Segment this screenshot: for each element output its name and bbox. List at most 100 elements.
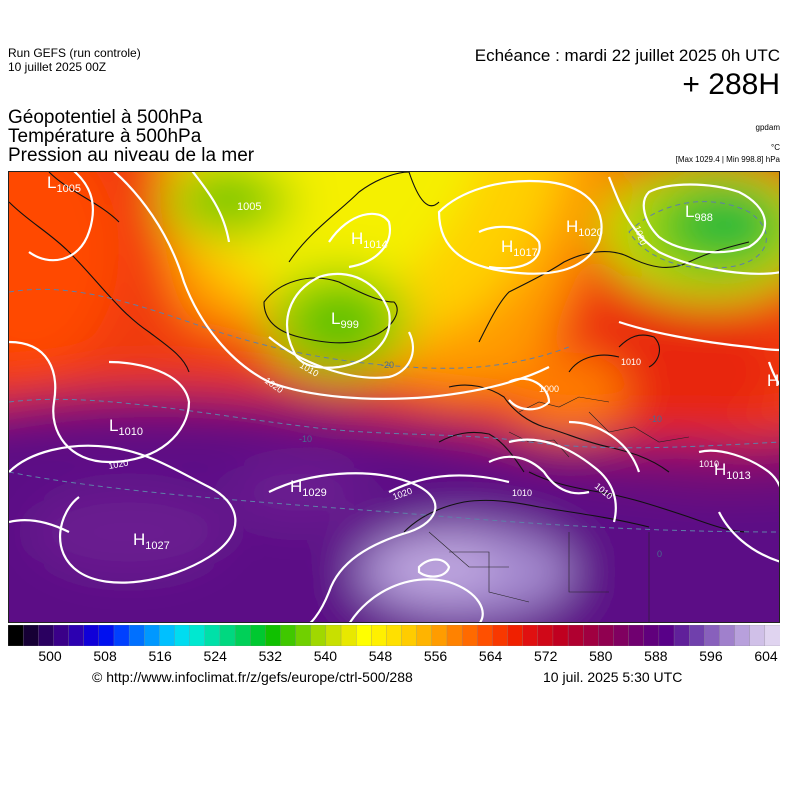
pressure-center-type: H — [133, 530, 145, 549]
isobar-label: 1010 — [512, 488, 532, 498]
color-scale-swatch — [83, 625, 100, 646]
pressure-center-label: H1020 — [566, 217, 603, 239]
isobar-label: 1000 — [539, 384, 559, 394]
color-scale-swatch — [492, 625, 508, 646]
color-scale-swatch — [658, 625, 675, 646]
color-scale-swatch — [507, 625, 524, 646]
color-scale-swatch — [113, 625, 130, 646]
isobars — [9, 172, 779, 622]
color-scale-swatch — [8, 625, 24, 646]
pressure-center-type: L — [47, 173, 56, 192]
color-scale-tick-label: 548 — [368, 648, 393, 664]
color-scale-swatch — [219, 625, 236, 646]
color-scale-swatch — [280, 625, 297, 646]
color-scale-swatch — [159, 625, 175, 646]
pressure-center-value: 1020 — [578, 227, 602, 239]
color-scale-swatch — [689, 625, 705, 646]
pressure-center-label: L1010 — [109, 416, 143, 438]
color-scale-swatch — [704, 625, 720, 646]
color-scale-swatch — [477, 625, 493, 646]
generation-date: 10 juil. 2025 5:30 UTC — [543, 669, 683, 685]
pressure-center-type: H — [714, 460, 726, 479]
pressure-max-min: [Max 1029.4 | Min 998.8] hPa — [675, 155, 780, 164]
weather-map[interactable]: L1005 1005 H1014 L999 H1017 H1020 L988 L… — [8, 171, 780, 623]
pressure-center-label: H1017 — [501, 237, 538, 259]
color-scale-swatch — [204, 625, 221, 646]
pressure-center-value: 1005 — [56, 183, 80, 195]
isobar-label: 1010 — [699, 459, 719, 469]
pressure-center-type: H — [566, 217, 578, 236]
pressure-center-value: 1010 — [118, 426, 142, 438]
pressure-center-label: H1027 — [133, 530, 170, 552]
color-scale-swatch — [250, 625, 266, 646]
run-title: Run GEFS (run controle) — [8, 46, 141, 60]
color-scale-swatch — [719, 625, 736, 646]
color-scale-tick-label: 604 — [754, 648, 778, 664]
pressure-center-label: 1005 — [237, 201, 261, 213]
color-scale-tick-label: 596 — [699, 648, 723, 664]
isotherm-label: -20 — [381, 360, 394, 370]
color-scale-swatch — [734, 625, 751, 646]
run-date: 10 juillet 2025 00Z — [8, 60, 107, 74]
color-scale-swatch — [356, 625, 372, 646]
isotherm-labels: -20 -10 0 -10 — [299, 360, 662, 559]
color-scale-tick-label: 524 — [203, 648, 227, 664]
color-scale-swatch — [386, 625, 403, 646]
pressure-center-label: H1013 — [714, 460, 751, 482]
run-info: Run GEFS (run controle) 10 juillet 2025 … — [8, 46, 141, 74]
color-scale-swatch — [416, 625, 433, 646]
coastlines — [9, 172, 750, 533]
color-scale-tick-label: 516 — [148, 648, 172, 664]
parameter-list: Géopotentiel à 500hPa Température à 500h… — [8, 108, 254, 165]
color-scale-tick-label: 580 — [589, 648, 613, 664]
color-scale-swatch — [310, 625, 327, 646]
color-scale-swatch — [628, 625, 645, 646]
pressure-center-label: H1014 — [351, 229, 388, 251]
color-scale-swatch — [461, 625, 478, 646]
pressure-center-type: H — [767, 371, 779, 390]
color-scale-swatch — [144, 625, 160, 646]
color-scale-tick-label: 532 — [258, 648, 282, 664]
pressure-center-type: H — [351, 229, 363, 248]
pressure-centers: L1005 1005 H1014 L999 H1017 H1020 L988 L… — [47, 173, 779, 552]
color-scale-swatch — [68, 625, 85, 646]
color-scale-swatch — [234, 625, 251, 646]
color-scale-swatch — [265, 625, 281, 646]
source-url[interactable]: © http://www.infoclimat.fr/z/gefs/europe… — [92, 669, 413, 685]
pressure-center-label: H — [767, 371, 779, 390]
isotherm-label: -10 — [649, 414, 662, 424]
color-scale-swatch — [673, 625, 690, 646]
pressure-center-label: L1005 — [47, 173, 81, 195]
forecast-valid-time: Echéance : mardi 22 juillet 2025 0h UTC — [474, 46, 780, 65]
color-scale-swatch — [340, 625, 357, 646]
color-scale-tick-label: 500 — [38, 648, 62, 664]
color-scale-tick-label: 564 — [478, 648, 503, 664]
param-pressure: Pression au niveau de la mer — [8, 145, 255, 166]
color-scale-bar — [8, 625, 780, 646]
color-scale-swatch — [189, 625, 206, 646]
pressure-center-type: L — [331, 309, 340, 328]
color-scale-tick-label: 508 — [93, 648, 117, 664]
color-scale-swatch — [567, 625, 584, 646]
pressure-center-label: L988 — [685, 202, 713, 224]
forecast-hour: + 288H — [682, 68, 780, 101]
color-scale-swatch — [613, 625, 630, 646]
param-geopotential: Géopotentiel à 500hPa — [8, 107, 203, 128]
isobar-label: 1020 — [108, 458, 129, 471]
color-scale-swatch — [446, 625, 463, 646]
pressure-center-value: 999 — [340, 319, 358, 331]
color-scale-swatch — [598, 625, 614, 646]
param-temperature: Température à 500hPa — [8, 126, 202, 147]
pressure-center-value: 1027 — [145, 540, 169, 552]
color-scale-swatch — [764, 625, 780, 646]
pressure-center-value: 1014 — [363, 239, 387, 251]
color-scale-swatch — [325, 625, 342, 646]
color-scale-swatch — [174, 625, 191, 646]
color-scale-swatch — [38, 625, 54, 646]
color-scale-swatch — [552, 625, 569, 646]
color-scale-swatch — [371, 625, 387, 646]
pressure-center-type: L — [109, 416, 118, 435]
pressure-center-label: H1029 — [290, 477, 327, 499]
color-scale-swatch — [401, 625, 418, 646]
color-scale-tick-label: 556 — [423, 648, 448, 664]
